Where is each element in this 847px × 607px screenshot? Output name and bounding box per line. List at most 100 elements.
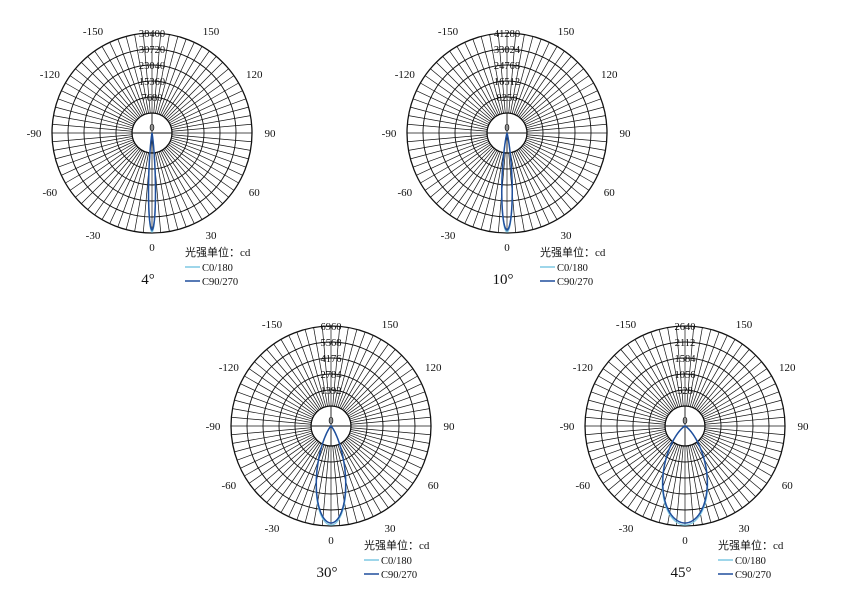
angle-label: 60 bbox=[782, 480, 794, 492]
grid-spoke bbox=[627, 442, 674, 509]
grid-spoke bbox=[702, 435, 772, 477]
grid-spoke bbox=[343, 441, 396, 503]
grid-spoke bbox=[620, 349, 673, 411]
grid-spoke bbox=[518, 149, 565, 216]
angle-label: 150 bbox=[736, 319, 753, 331]
grid-spoke bbox=[516, 150, 558, 220]
center-value-label: 0 bbox=[682, 416, 687, 427]
grid-spoke bbox=[634, 339, 676, 409]
grid-spoke bbox=[142, 33, 151, 114]
grid-spoke bbox=[523, 144, 590, 191]
angle-label: -60 bbox=[397, 187, 412, 199]
grid-spoke bbox=[171, 136, 251, 151]
grid-spoke bbox=[158, 38, 187, 115]
grid-spoke bbox=[522, 145, 584, 198]
grid-spoke bbox=[153, 33, 162, 114]
grid-spoke bbox=[244, 435, 314, 477]
grid-spoke bbox=[231, 427, 312, 436]
grid-spoke bbox=[170, 98, 247, 127]
grid-spoke bbox=[87, 56, 140, 118]
grid-spoke bbox=[165, 62, 223, 120]
grid-spoke bbox=[169, 142, 239, 184]
grid-spoke bbox=[614, 439, 672, 497]
grid-spoke bbox=[332, 326, 341, 407]
grid-spoke bbox=[464, 150, 499, 224]
grid-spoke bbox=[693, 443, 728, 517]
legend-entry: C0/180 bbox=[202, 263, 233, 274]
grid-spoke bbox=[234, 430, 312, 453]
grid-spoke bbox=[472, 151, 501, 228]
angle-label: 120 bbox=[601, 69, 618, 81]
angle-label: 120 bbox=[425, 362, 442, 374]
angle-label: 60 bbox=[249, 187, 261, 199]
grid-spoke bbox=[164, 56, 217, 118]
grid-spoke bbox=[694, 339, 736, 409]
grid-spoke bbox=[608, 438, 670, 491]
ring-value-label: 38400 bbox=[139, 29, 165, 40]
grid-spoke bbox=[704, 408, 784, 423]
grid-spoke bbox=[675, 445, 684, 526]
grid-spoke bbox=[254, 361, 316, 414]
ring-value-label: 23040 bbox=[139, 61, 165, 72]
grid-spoke bbox=[344, 439, 402, 497]
grid-spoke bbox=[171, 115, 251, 130]
grid-spoke bbox=[590, 432, 667, 461]
grid-spoke bbox=[585, 427, 666, 436]
grid-spoke bbox=[168, 75, 235, 122]
angle-label: -90 bbox=[382, 128, 397, 140]
grid-spoke bbox=[526, 106, 604, 129]
grid-spoke bbox=[627, 343, 674, 410]
grid-spoke bbox=[510, 34, 525, 114]
grid-spoke bbox=[340, 443, 382, 513]
angle-label: -120 bbox=[219, 362, 240, 374]
angle-label: -90 bbox=[560, 421, 575, 433]
grid-spoke bbox=[608, 361, 670, 414]
grid-spoke bbox=[513, 151, 542, 228]
grid-spoke bbox=[156, 36, 179, 114]
grid-spoke bbox=[165, 146, 223, 204]
ring-value-label: 1584 bbox=[675, 354, 697, 365]
grid-spoke bbox=[81, 146, 139, 204]
grid-spoke bbox=[519, 56, 572, 118]
legend-entry: C90/270 bbox=[202, 277, 238, 288]
grid-spoke bbox=[585, 416, 666, 425]
grid-spoke bbox=[350, 430, 428, 453]
polar-chart-1: 38400 30720 23040 15360 7680 0 0 30 60 90 120 150 -3… bbox=[27, 26, 276, 288]
grid-spoke bbox=[109, 42, 144, 116]
ring-value-label: 6960 bbox=[321, 322, 342, 333]
polar-chart-4: 2640 2112 1584 1056 528 0 0 30 60 90 120 150 -30 -60 -… bbox=[560, 319, 809, 581]
angle-label: -150 bbox=[83, 26, 104, 38]
grid-spoke bbox=[667, 327, 682, 407]
grid-spoke bbox=[694, 443, 736, 513]
grid-spoke bbox=[410, 106, 488, 129]
angle-label: -30 bbox=[265, 523, 280, 535]
grid-spoke bbox=[634, 443, 676, 513]
grid-spoke bbox=[321, 326, 330, 407]
grid-spoke bbox=[703, 391, 780, 420]
grid-spoke bbox=[273, 442, 320, 509]
grid-spoke bbox=[236, 432, 313, 461]
grid-spoke bbox=[436, 146, 494, 204]
grid-spoke bbox=[334, 445, 349, 525]
grid-spoke bbox=[75, 68, 137, 121]
legend-entry: C90/270 bbox=[735, 570, 771, 581]
grid-spoke bbox=[347, 368, 414, 415]
grid-spoke bbox=[522, 68, 584, 121]
grid-spoke bbox=[171, 137, 249, 160]
grid-spoke bbox=[160, 150, 195, 224]
grid-spoke bbox=[117, 151, 146, 228]
grid-spoke bbox=[52, 134, 133, 143]
grid-spoke bbox=[702, 434, 776, 469]
chart-caption: 45° bbox=[671, 565, 692, 581]
grid-spoke bbox=[590, 391, 667, 420]
series-c90-270-curve bbox=[315, 425, 347, 524]
ring-value-label: 33024 bbox=[494, 45, 521, 56]
grid-spoke bbox=[642, 335, 677, 409]
angle-label: -60 bbox=[221, 480, 236, 492]
grid-spoke bbox=[280, 443, 322, 513]
grid-spoke bbox=[69, 75, 136, 122]
grid-spoke bbox=[288, 335, 323, 409]
grid-spoke bbox=[240, 383, 314, 418]
grid-spoke bbox=[700, 361, 762, 414]
grid-spoke bbox=[511, 36, 534, 114]
